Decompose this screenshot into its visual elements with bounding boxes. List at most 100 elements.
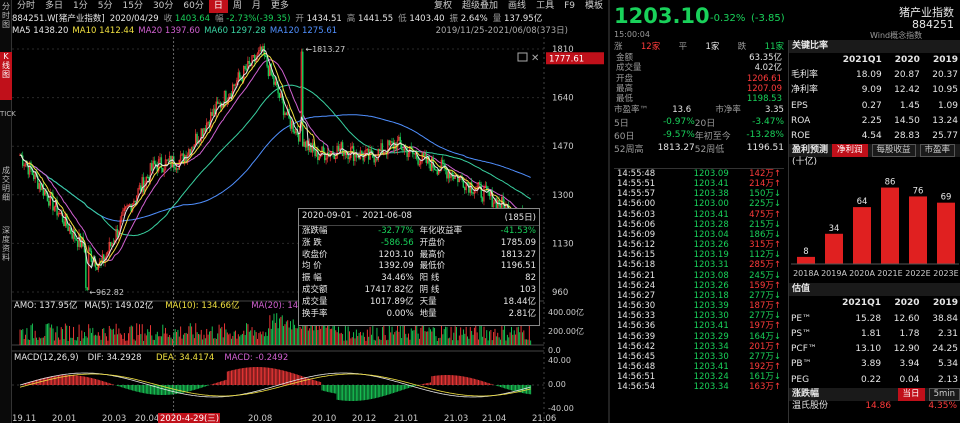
crosshair-date-tag <box>158 413 220 423</box>
index-code: 884251 <box>912 18 954 31</box>
valuation-row: PS™ 1.81 1.78 2.31 <box>791 328 958 339</box>
price-tick-label: 1130 <box>552 239 574 249</box>
tab-kline[interactable]: K线图 <box>0 52 12 100</box>
tick-row: 14:56:30 1203.39 187万↑ <box>617 301 781 312</box>
period-month[interactable]: 月 <box>251 1 261 11</box>
macd-value-label: MACD: -0.2492 <box>224 353 288 363</box>
ma10-label: MA10 1412.44 <box>72 26 135 36</box>
perf-row: 5日 -0.97% 20日 -3.47% <box>614 117 784 129</box>
bar-high: 1441.55 <box>357 14 394 24</box>
vol-ma10-label: MA(10): 134.66亿 <box>165 300 239 311</box>
interval-stats-popup[interactable]: 2020-09-01 - 2021-06-08 (185日) 涨跌幅 -32.77… <box>298 208 540 326</box>
ratio-row: ROE 4.54 28.83 25.77 <box>791 131 958 142</box>
quote-table: 金额 63.35亿 成交量 4.02亿 开盘 1206.61 最高 1207.09 最低 1198… <box>614 53 784 104</box>
period-timeshare[interactable]: 分时 <box>17 1 36 11</box>
forecast-year-label: 2019A <box>821 269 847 278</box>
tick-row: 14:56:48 1203.41 192万↑ <box>617 361 781 372</box>
price-tick-label: 1300 <box>552 191 574 201</box>
popup-stat-row: 收盘价 1203.10 最高价 1813.27 <box>302 249 536 260</box>
chart-date-range: 2019/11/25-2021/06/08(373日) <box>435 26 568 36</box>
period-60min[interactable]: 60分 <box>183 1 204 11</box>
perf-row: 52周高 1813.27 52周低 1196.51 <box>614 143 784 155</box>
forecast-year-label: 2022E <box>905 269 930 278</box>
movers-header: 涨跌幅 当日 5min <box>789 388 960 401</box>
tick-row: 14:56:27 1203.18 277万↓ <box>617 290 781 301</box>
index-name: 猪产业指数 <box>899 6 954 19</box>
tick-row: 14:55:48 1203.09 142万↑ <box>617 169 781 179</box>
dif-label: DIF: 34.2928 <box>88 353 142 363</box>
crosshair-date-label: 2020-4-29(三) <box>160 414 219 423</box>
tick-row: 14:56:12 1203.26 315万↑ <box>617 240 781 251</box>
tab-profile[interactable]: 深度资料 <box>2 226 10 262</box>
forecast-year-label: 2023E <box>933 269 958 278</box>
forecast-value-label: 34 <box>829 224 840 234</box>
kline-chart[interactable]: 1810 1640 1470 1300 1130 960 1777.61 19.11 20.0… <box>12 37 608 423</box>
date-tick-label: 19.11 <box>12 414 36 423</box>
forecast-tab-pe[interactable]: 市盈率 <box>919 144 956 158</box>
macd-tick-label: -40.00 <box>548 404 574 413</box>
period-more[interactable]: 更多 <box>270 1 289 11</box>
movers-tab-today[interactable]: 当日 <box>897 388 925 401</box>
popup-stat-row: 均 价 1392.09 最低价 1196.51 <box>302 261 536 272</box>
forecast-tab-profit[interactable]: 净利润 <box>832 144 868 158</box>
forecast-header: 盈利预测 净利润 每股收益 市盈率 <box>789 144 960 158</box>
max-price-marker: ←1813.27 <box>305 45 345 54</box>
period-week[interactable]: 周 <box>232 1 242 11</box>
forecast-bar <box>937 202 955 265</box>
period-5min[interactable]: 5分 <box>97 1 113 11</box>
price-tick-label: 960 <box>552 288 568 298</box>
bar-amount: 137.95亿 <box>503 14 543 24</box>
bar-amplitude: 2.64% <box>460 14 488 24</box>
ma60-line <box>19 84 531 237</box>
valuation-header: 估值 <box>789 283 960 297</box>
tick-row: 14:56:24 1203.26 159万↑ <box>617 280 781 291</box>
tick-row: 14:56:18 1203.31 285万↑ <box>617 260 781 271</box>
date-tick-label: 20.12 <box>352 414 376 423</box>
forecast-value-label: 76 <box>913 187 924 197</box>
tab-trade-detail[interactable]: 成交明细 <box>2 166 10 202</box>
date-tick-label: 20.10 <box>312 414 336 423</box>
ma60-label: MA60 1297.28 <box>204 26 266 36</box>
adjust-button[interactable]: 复权 <box>434 1 453 11</box>
tools-button[interactable]: 工具 <box>536 1 555 11</box>
tick-list[interactable]: 14:55:48 1203.09 142万↑ 14:55:51 1203.41 214万↑… <box>614 168 784 392</box>
dea-label: DEA: 34.4174 <box>156 353 214 363</box>
f9-button[interactable]: F9 <box>564 1 575 11</box>
tab-timeshare[interactable]: 分时图 <box>2 2 10 29</box>
popup-stat-row: 振 幅 34.46% 阳 线 82 <box>302 273 536 284</box>
mover-row[interactable]: 温氏股份 14.86 4.35% <box>792 401 957 411</box>
overlay-button[interactable]: 超级叠加 <box>462 1 499 11</box>
macd-tick-label: 40.00 <box>548 356 571 365</box>
macd-tick-label: 0.00 <box>548 380 566 389</box>
tick-row: 14:56:51 1203.24 161万↓ <box>617 372 781 383</box>
tick-row: 14:56:36 1203.41 197万↑ <box>617 321 781 332</box>
current-price-tag <box>546 52 604 65</box>
forecast-value-label: 86 <box>885 178 896 188</box>
forecast-bar <box>825 233 843 265</box>
period-1min[interactable]: 1分 <box>73 1 88 11</box>
tab-tick[interactable]: TICK <box>0 110 16 118</box>
period-day[interactable]: 日 <box>208 0 228 13</box>
forecast-year-label: 2018A <box>793 269 819 278</box>
popup-stat-row: 涨 跌 -586.56 开盘价 1785.09 <box>302 237 536 248</box>
bar-date: 2020/04/29 <box>109 14 159 24</box>
movers-tab-5min[interactable]: 5min <box>928 388 960 401</box>
period-multiday[interactable]: 多日 <box>45 1 64 11</box>
min-price-marker: ←962.82 <box>89 288 124 297</box>
template-button[interactable]: 模板 <box>584 1 603 11</box>
popup-range-start[interactable]: 2020-09-01 <box>302 211 352 221</box>
forecast-tab-eps[interactable]: 每股收益 <box>871 144 916 158</box>
ma5-line <box>19 49 531 269</box>
tick-row: 14:56:00 1203.00 225万↓ <box>617 199 781 210</box>
popup-range-end[interactable]: 2021-06-08 <box>362 211 412 221</box>
quote-source: Wind概念指数 <box>870 31 923 40</box>
valuation-row: PB™ 3.89 3.94 5.34 <box>791 359 958 370</box>
period-30min[interactable]: 30分 <box>152 1 174 11</box>
forecast-unit: (十亿) <box>792 157 818 168</box>
period-15min[interactable]: 15分 <box>122 1 143 11</box>
popup-days: (185日) <box>504 213 536 223</box>
panel-divider[interactable] <box>608 0 610 423</box>
bar-change: -2.73%(-39.35) <box>226 14 291 24</box>
draw-line-button[interactable]: 画线 <box>508 1 527 11</box>
price-tick-label: 1470 <box>552 142 574 152</box>
